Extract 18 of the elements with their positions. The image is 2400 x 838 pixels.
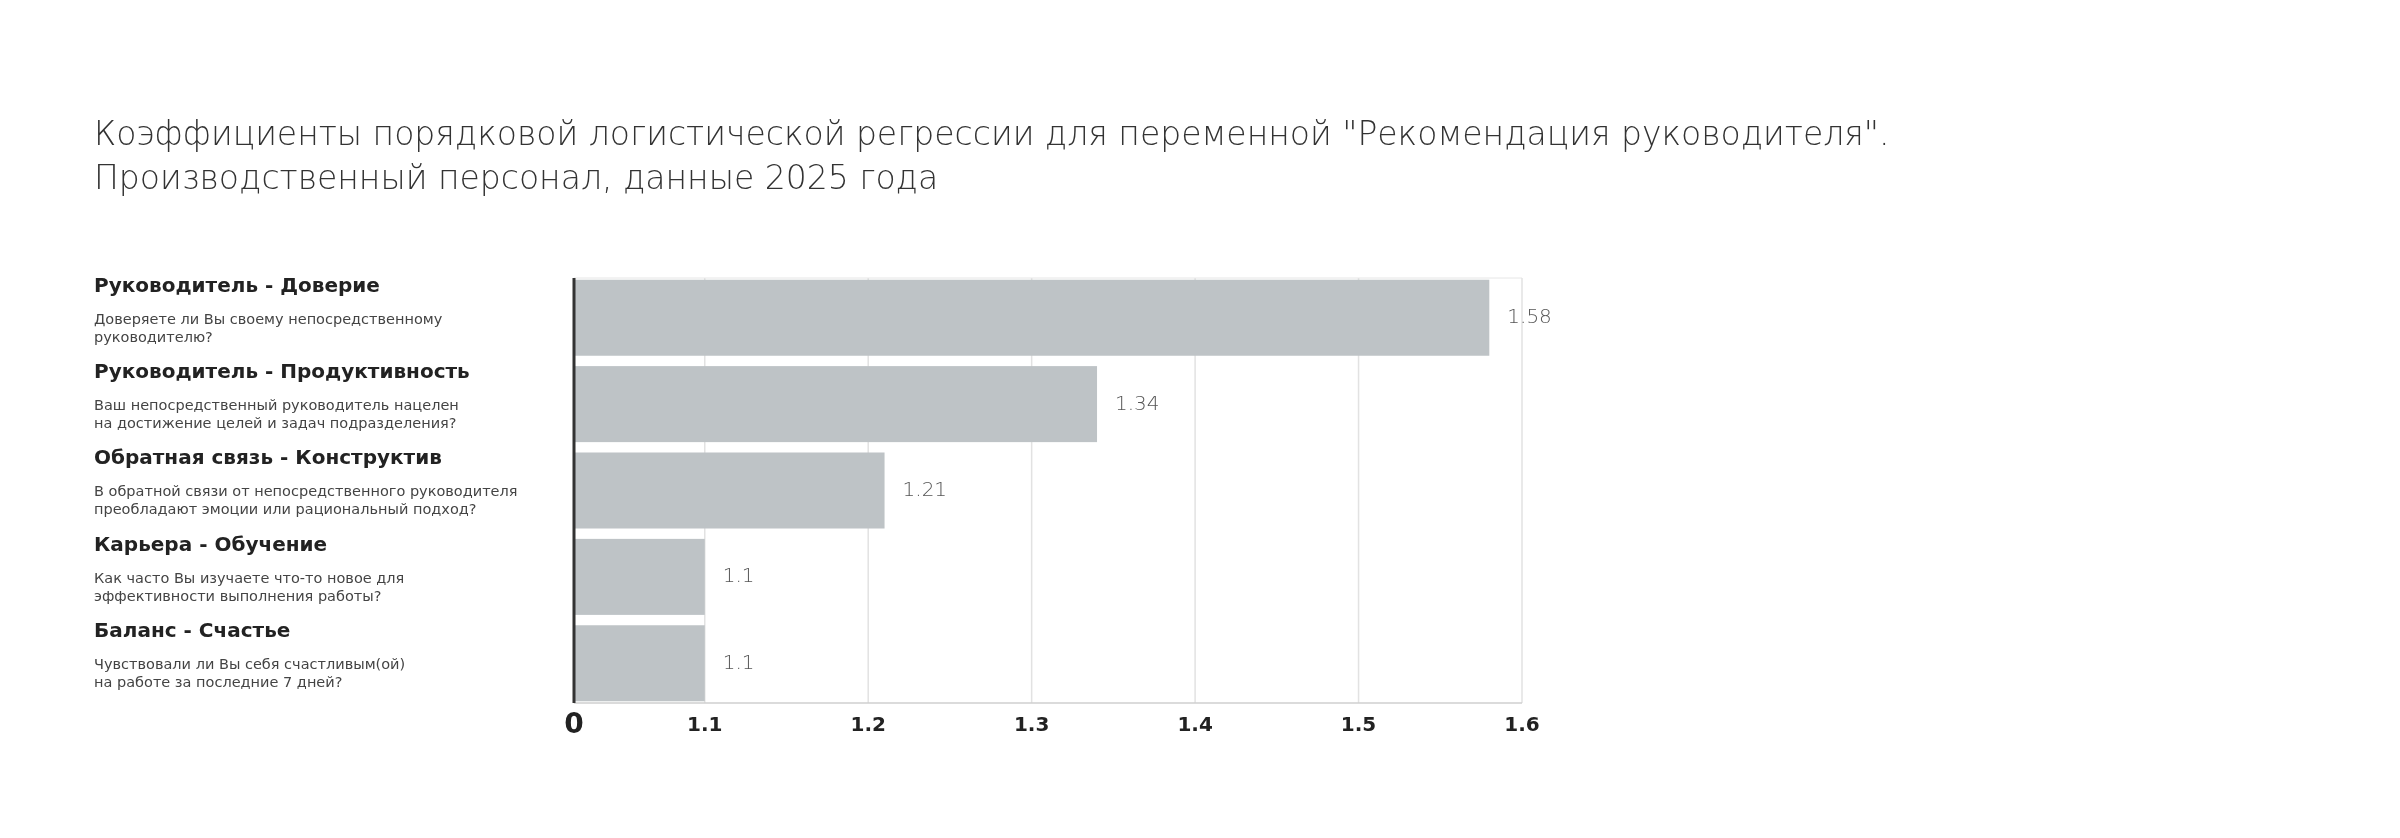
x-tick-label: 1.3 (1013, 712, 1050, 736)
y-tick-label: Карьера - Обучение Как часто Вы изучаете что-то новое для эффективности выполнения работы? (94, 531, 405, 604)
x-tick-label: 1.2 (850, 712, 886, 736)
y-tick-label: Руководитель - Доверие Доверяете ли Вы своему непосредственному руководителю? (94, 272, 443, 345)
x-tick-label: 1.5 (1340, 712, 1377, 736)
y-tick-label: Руководитель - Продуктивность Ваш непосредственный руководитель нацелен на достижение целей и задач подразделения? (94, 359, 470, 432)
chart-title: Коэффициенты порядковой логистической регрессии для переменной "Рекомендация руководителя". Производственный персонал, данные 2025 года (94, 114, 1890, 197)
text: 0 (564, 707, 584, 740)
x-tick-label: 1.1 (687, 712, 723, 736)
data-label: 1.34 (1115, 390, 1160, 415)
data-label: 1.1 (722, 649, 755, 674)
x-tick-label: 1.4 (1177, 712, 1213, 736)
x-tick-label: 1.6 (1504, 712, 1540, 736)
y-tick-label: Обратная связь - Конструктив В обратной связи от непосредственного руководителя преобладают эмоции или рациональный подход? (94, 445, 518, 518)
y-tick-label: Баланс - Счастье Чувствовали ли Вы себя счастливым(ой) на работе за последние 7 дней? (94, 618, 406, 691)
data-label: 1.1 (722, 563, 755, 588)
data-label: 1.21 (902, 477, 948, 501)
data-label: 1.58 (1507, 304, 1552, 329)
